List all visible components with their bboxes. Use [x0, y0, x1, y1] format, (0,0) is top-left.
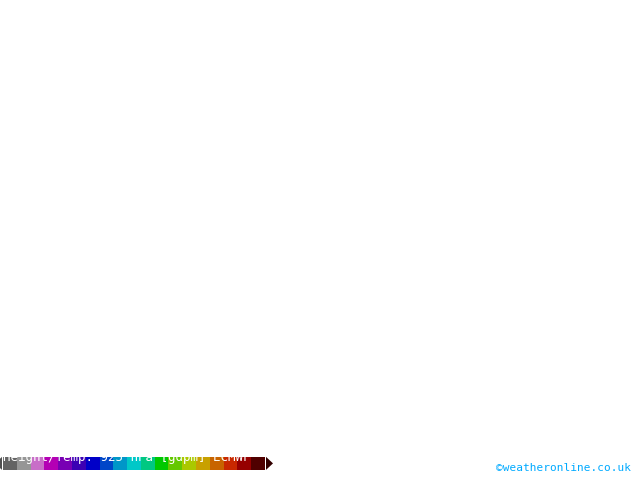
Text: 12: 12 [158, 471, 168, 480]
Bar [86, 457, 100, 470]
Text: -18: -18 [84, 471, 97, 480]
Text: -24: -24 [69, 471, 82, 480]
Text: 21: 21 [188, 471, 197, 480]
Bar [251, 457, 265, 470]
Text: 8: 8 [146, 471, 151, 480]
Bar [237, 457, 251, 470]
Bar [58, 457, 72, 470]
Text: 54: 54 [261, 471, 269, 480]
Bar [30, 457, 44, 470]
Bar [113, 457, 127, 470]
Text: -8: -8 [115, 471, 124, 480]
Text: 0: 0 [132, 471, 136, 480]
Text: 48: 48 [246, 471, 255, 480]
Bar [72, 457, 86, 470]
Text: We 26-06-2024 00:00 UTC (18+102): We 26-06-2024 00:00 UTC (18+102) [391, 451, 631, 464]
Text: -12: -12 [98, 471, 112, 480]
FancyArrow shape [0, 457, 2, 470]
Text: -48: -48 [11, 471, 25, 480]
Text: 42: 42 [231, 471, 240, 480]
Bar [224, 457, 237, 470]
Text: -54: -54 [0, 471, 10, 480]
Text: 38: 38 [217, 471, 226, 480]
Bar [210, 457, 224, 470]
Text: Height/Temp. 925 hPa [gdpm] ECMWF: Height/Temp. 925 hPa [gdpm] ECMWF [3, 451, 250, 464]
Text: -30: -30 [55, 471, 68, 480]
Text: -42: -42 [25, 471, 39, 480]
Text: ©weatheronline.co.uk: ©weatheronline.co.uk [496, 463, 631, 473]
FancyArrow shape [266, 457, 273, 470]
Bar [100, 457, 113, 470]
Bar [141, 457, 155, 470]
Text: 30: 30 [202, 471, 211, 480]
Text: -38: -38 [40, 471, 54, 480]
Text: 18: 18 [173, 471, 183, 480]
Bar [127, 457, 141, 470]
Bar [16, 457, 30, 470]
Bar [3, 457, 16, 470]
Bar [182, 457, 196, 470]
Bar [44, 457, 58, 470]
Bar [169, 457, 182, 470]
Bar [155, 457, 169, 470]
Bar [196, 457, 210, 470]
